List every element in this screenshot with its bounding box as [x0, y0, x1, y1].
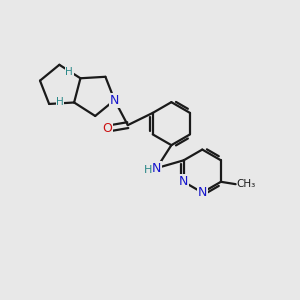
Text: N: N — [179, 175, 188, 188]
Text: N: N — [198, 186, 207, 199]
Text: N: N — [152, 162, 161, 175]
Text: H: H — [144, 165, 153, 175]
Text: H: H — [56, 97, 64, 107]
Text: H: H — [65, 68, 73, 77]
Text: O: O — [102, 122, 112, 135]
Text: N: N — [110, 94, 119, 106]
Text: CH₃: CH₃ — [236, 179, 256, 189]
